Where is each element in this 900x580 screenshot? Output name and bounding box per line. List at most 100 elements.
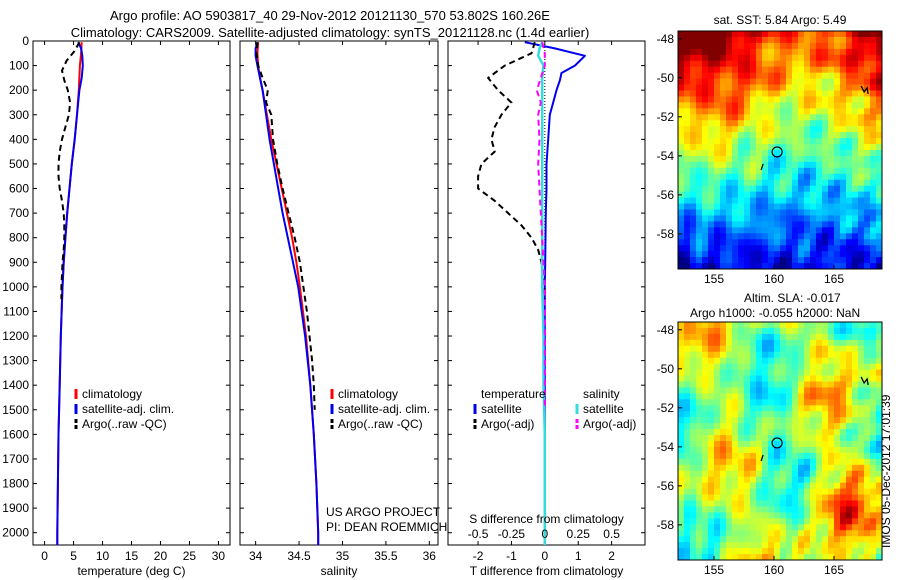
depth-tick-label: 1200	[2, 329, 29, 343]
map-y-tick-label: -56	[657, 479, 675, 493]
x-tick-label: 15	[125, 549, 139, 563]
x-tick-label: 5	[70, 549, 77, 563]
legend-label: satellite-adj. clim.	[338, 402, 430, 416]
x2-tick-label: 0	[541, 527, 548, 541]
x-tick-label: 35	[336, 549, 350, 563]
x2-tick-label: 0.5	[603, 527, 620, 541]
map-y-tick-label: -52	[657, 401, 675, 415]
map-x-tick-label: 155	[704, 563, 724, 577]
legend-header: salinity	[583, 387, 620, 401]
map-x-tick-label: 160	[764, 563, 784, 577]
map-x-tick-label: 160	[764, 272, 784, 286]
map-y-tick-label: -54	[657, 440, 675, 454]
float-track-marker	[860, 85, 869, 95]
map-frame	[677, 321, 883, 561]
map-title: Altim. SLA: -0.017	[744, 291, 841, 305]
x2-axis-label: S difference from climatology	[469, 512, 624, 526]
depth-tick-label: 1700	[2, 452, 29, 466]
series-line	[56, 41, 84, 545]
map-y-tick-label: -48	[657, 323, 675, 337]
x-axis-label: temperature (deg C)	[77, 564, 185, 578]
depth-tick-label: 1500	[2, 403, 29, 417]
float-track-marker	[760, 454, 764, 462]
depth-tick-label: 100	[9, 59, 29, 73]
map-frame	[677, 30, 883, 270]
map-x-tick-label: 155	[704, 272, 724, 286]
legend-label: satellite-adj. clim.	[82, 402, 174, 416]
depth-tick-label: 0	[22, 34, 29, 48]
map-y-tick-label: -50	[657, 71, 675, 85]
x2-tick-label: -0.5	[468, 527, 489, 541]
footer-credit: IMOS 05-Dec-2012 17:01:39	[879, 394, 893, 548]
sst-map-cells	[678, 31, 883, 270]
series-line	[535, 41, 546, 410]
map-title: sat. SST: 5.84 Argo: 5.49	[714, 13, 847, 27]
x-tick-label: 10	[96, 549, 110, 563]
x-tick-label: 30	[212, 549, 226, 563]
series-line	[536, 41, 547, 545]
depth-tick-label: 1600	[2, 427, 29, 441]
depth-tick-label: 700	[9, 206, 29, 220]
x-tick-label: 34.5	[287, 549, 311, 563]
legend-label: Argo(-adj)	[583, 417, 636, 431]
legend-label: satellite	[481, 402, 522, 416]
annotation-text: US ARGO PROJECT	[326, 505, 441, 519]
depth-tick-label: 200	[9, 83, 29, 97]
x-axis-label: salinity	[321, 564, 358, 578]
x-tick-label: 2	[608, 549, 615, 563]
x-tick-label: 36	[423, 549, 437, 563]
series-line	[477, 41, 546, 300]
legend-label: Argo(..raw -QC)	[338, 417, 423, 431]
profile-panel-frame	[239, 40, 439, 546]
float-track-marker	[860, 376, 869, 386]
legend-label: climatology	[82, 387, 142, 401]
profile-panel-frame	[32, 40, 231, 546]
annotation-text: PI: DEAN ROEMMICH	[326, 520, 447, 534]
depth-tick-label: 1400	[2, 378, 29, 392]
depth-tick-label: 400	[9, 132, 29, 146]
profile-panel-frame	[447, 40, 646, 546]
x-axis-label: T difference from climatology	[470, 564, 624, 578]
x-tick-label: 0	[41, 549, 48, 563]
depth-tick-label: 1100	[3, 304, 29, 318]
map-y-tick-label: -48	[657, 32, 675, 46]
profile-marker	[771, 146, 783, 158]
depth-tick-label: 1800	[2, 477, 29, 491]
map-y-tick-label: -58	[657, 518, 675, 532]
chart-title-line1: Argo profile: AO 5903817_40 29-Nov-2012 …	[110, 8, 550, 23]
map-y-tick-label: -56	[657, 188, 675, 202]
map-y-tick-label: -52	[657, 110, 675, 124]
sla-map-cells	[678, 322, 883, 561]
x-tick-label: 25	[183, 549, 197, 563]
legend-label: satellite	[583, 402, 624, 416]
series-line	[254, 41, 320, 545]
depth-tick-label: 800	[9, 231, 29, 245]
map-subtitle: Argo h1000: -0.055 h2000: NaN	[690, 306, 860, 320]
map-y-tick-label: -58	[657, 227, 675, 241]
chart-title-line2: Climatology: CARS2009. Satellite-adjuste…	[70, 25, 590, 40]
depth-tick-label: 1000	[2, 280, 29, 294]
depth-tick-label: 1300	[2, 354, 29, 368]
x2-tick-label: -0.25	[498, 527, 526, 541]
legend-header: temperature	[481, 387, 546, 401]
x-tick-label: 20	[154, 549, 168, 563]
x-tick-label: 0	[541, 549, 548, 563]
depth-tick-label: 2000	[2, 526, 29, 540]
series-line	[57, 41, 81, 300]
legend-label: Argo(-adj)	[481, 417, 534, 431]
map-y-tick-label: -54	[657, 149, 675, 163]
map-x-tick-label: 165	[824, 272, 844, 286]
map-x-tick-label: 165	[824, 563, 844, 577]
x-tick-label: 34	[249, 549, 263, 563]
map-y-tick-label: -50	[657, 362, 675, 376]
depth-tick-label: 500	[9, 157, 29, 171]
legend-label: Argo(..raw -QC)	[82, 417, 167, 431]
legend-label: climatology	[338, 387, 398, 401]
depth-tick-label: 300	[9, 108, 29, 122]
x-tick-label: -1	[506, 549, 517, 563]
depth-tick-label: 1900	[2, 501, 29, 515]
series-line	[255, 42, 316, 410]
float-track-marker	[760, 163, 764, 171]
depth-tick-label: 600	[9, 182, 29, 196]
